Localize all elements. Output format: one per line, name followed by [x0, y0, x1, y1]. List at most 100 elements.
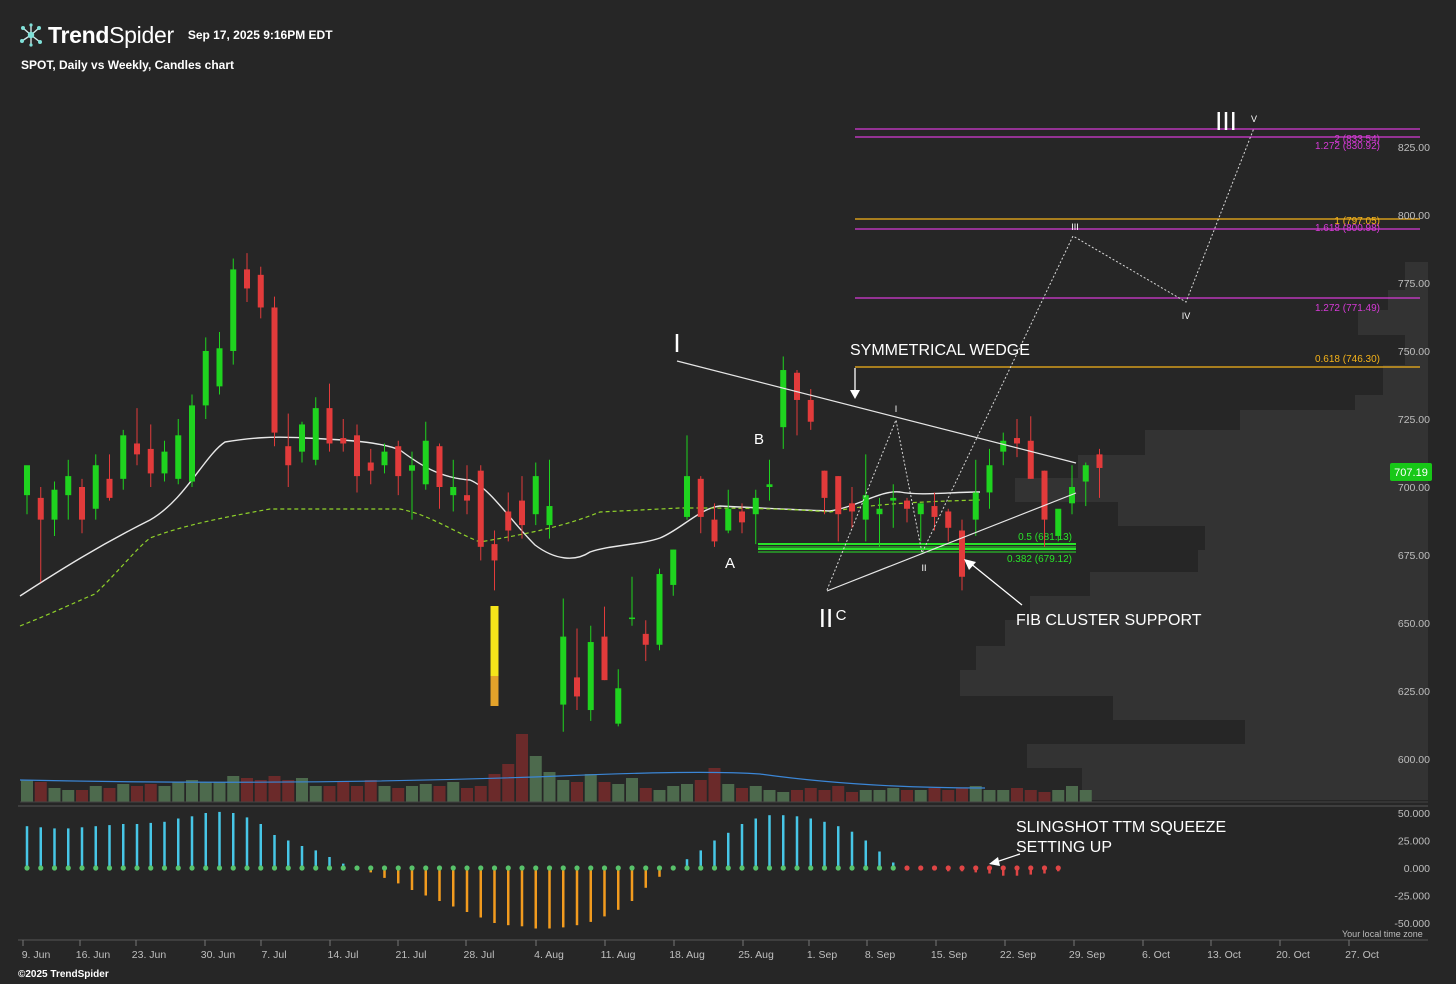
brand-name: TrendSpider: [48, 22, 174, 49]
long-moving-average-line: [19, 499, 981, 627]
volume-bar: [144, 784, 157, 802]
time-tick-label: 27. Oct: [1345, 949, 1379, 961]
time-tick-label: 18. Aug: [669, 949, 705, 961]
squeeze-dot: [849, 865, 855, 871]
candle-body: [972, 492, 979, 520]
candle-body: [1096, 454, 1103, 468]
fib-level-label: 1 (797.05): [1334, 216, 1380, 227]
volume-bar: [763, 790, 776, 802]
volume-bar: [639, 788, 652, 802]
candle-body: [560, 636, 567, 705]
volume-bar: [21, 780, 33, 802]
squeeze-dot: [684, 865, 690, 871]
volume-profile-band: [1405, 262, 1428, 290]
wave-label-major-1: I: [673, 328, 680, 358]
volume-profile-band: [1027, 744, 1428, 768]
price-tick-label: 625.00: [1398, 686, 1430, 698]
squeeze-oscillator: 50.000 25.000 0.000 -25.000 -50.000: [18, 805, 1430, 930]
squeeze-dot: [313, 865, 319, 871]
squeeze-dot: [381, 865, 388, 871]
volume-profile-band: [960, 670, 1428, 696]
squeeze-dot: [753, 865, 759, 871]
squeeze-dot: [409, 865, 415, 871]
squeeze-dot: [890, 865, 896, 871]
app-header: TrendSpider Sep 17, 2025 9:16PM EDT: [18, 18, 333, 52]
fib-level-label: 1.272 (830.92): [1315, 141, 1380, 152]
candle-body: [587, 642, 594, 711]
candle-body: [574, 677, 580, 697]
volume-bar: [543, 772, 556, 802]
squeeze-dot: [203, 865, 209, 871]
candle-body: [230, 269, 237, 351]
volume-profile-band: [1355, 395, 1428, 410]
squeeze-dot: [808, 865, 814, 871]
squeeze-dot: [148, 865, 154, 871]
squeeze-dot: [519, 865, 525, 871]
volume-bar: [736, 788, 748, 802]
fib-arrow-shaft: [969, 562, 1023, 606]
candle-body: [92, 465, 99, 509]
candle-body: [931, 506, 938, 517]
candle-body: [216, 348, 223, 387]
squeeze-dot: [698, 865, 704, 871]
candle-body: [849, 503, 855, 512]
candle-body: [189, 405, 195, 482]
trend-lines: [676, 127, 1255, 592]
squeeze-dot: [175, 865, 181, 871]
volume-bar: [804, 788, 817, 802]
volume-profile-band: [1118, 502, 1428, 526]
squeeze-dot: [876, 865, 883, 871]
volume-profile-band: [1145, 430, 1428, 455]
squeeze-dot: [560, 865, 566, 871]
squeeze-dot: [106, 865, 113, 871]
volume-bar: [557, 780, 570, 802]
fib-levels: 2 (833.54)1.272 (830.92) 1 (797.05)1.618 …: [758, 128, 1420, 565]
squeeze-dot: [835, 865, 841, 871]
squeeze-dot: [725, 865, 731, 871]
candle-body: [917, 503, 924, 515]
volume-bar: [997, 790, 1010, 802]
wave-label-major-3: III: [1215, 106, 1237, 136]
squeeze-dot: [216, 865, 223, 871]
time-tick-label: 16. Jun: [76, 949, 111, 961]
candle-body: [601, 636, 608, 681]
price-axis: 825.00 800.00 775.00 750.00 725.00 700.00 675.…: [1390, 142, 1432, 766]
volume-bar: [1066, 786, 1078, 802]
candle-body: [697, 478, 704, 517]
candle-body: [986, 465, 993, 493]
squeeze-dot: [258, 865, 264, 871]
volume-bar: [694, 780, 707, 802]
fib-level-label: 0.382 (679.12): [1007, 554, 1072, 565]
time-tick-label: 20. Oct: [1276, 949, 1310, 961]
volume-bar: [213, 782, 226, 802]
candle-body: [354, 435, 360, 477]
candle-body: [134, 443, 140, 455]
squeeze-dot: [588, 865, 594, 871]
volume-bar: [351, 786, 363, 802]
volume-bar: [241, 778, 253, 802]
volume-profile-band: [1205, 526, 1428, 550]
volume-bar: [392, 788, 405, 802]
candle-body: [780, 370, 787, 428]
squeeze-dot: [739, 865, 745, 871]
squeeze-dot: [395, 865, 401, 871]
last-price-label: 707.19: [1394, 467, 1428, 479]
chart-subtitle: SPOT, Daily vs Weekly, Candles chart: [21, 58, 234, 72]
volume-bar: [158, 786, 171, 802]
volume-bar: [268, 776, 281, 802]
price-tick-label: 775.00: [1398, 278, 1430, 290]
volume-bar: [62, 790, 75, 802]
volume-bar: [186, 780, 198, 802]
candle-body: [519, 500, 525, 526]
squeeze-dot: [38, 865, 44, 871]
time-tick-label: 15. Sep: [931, 949, 967, 961]
copyright: ©2025 TrendSpider: [18, 969, 109, 980]
candle-body: [1027, 440, 1034, 479]
volume-bar: [337, 782, 350, 802]
price-tick-label: 725.00: [1398, 414, 1430, 426]
candle-body: [711, 519, 718, 542]
wave-label-minor-i: I: [895, 404, 898, 414]
volume-bar: [48, 788, 61, 802]
squeeze-dot: [505, 865, 511, 871]
